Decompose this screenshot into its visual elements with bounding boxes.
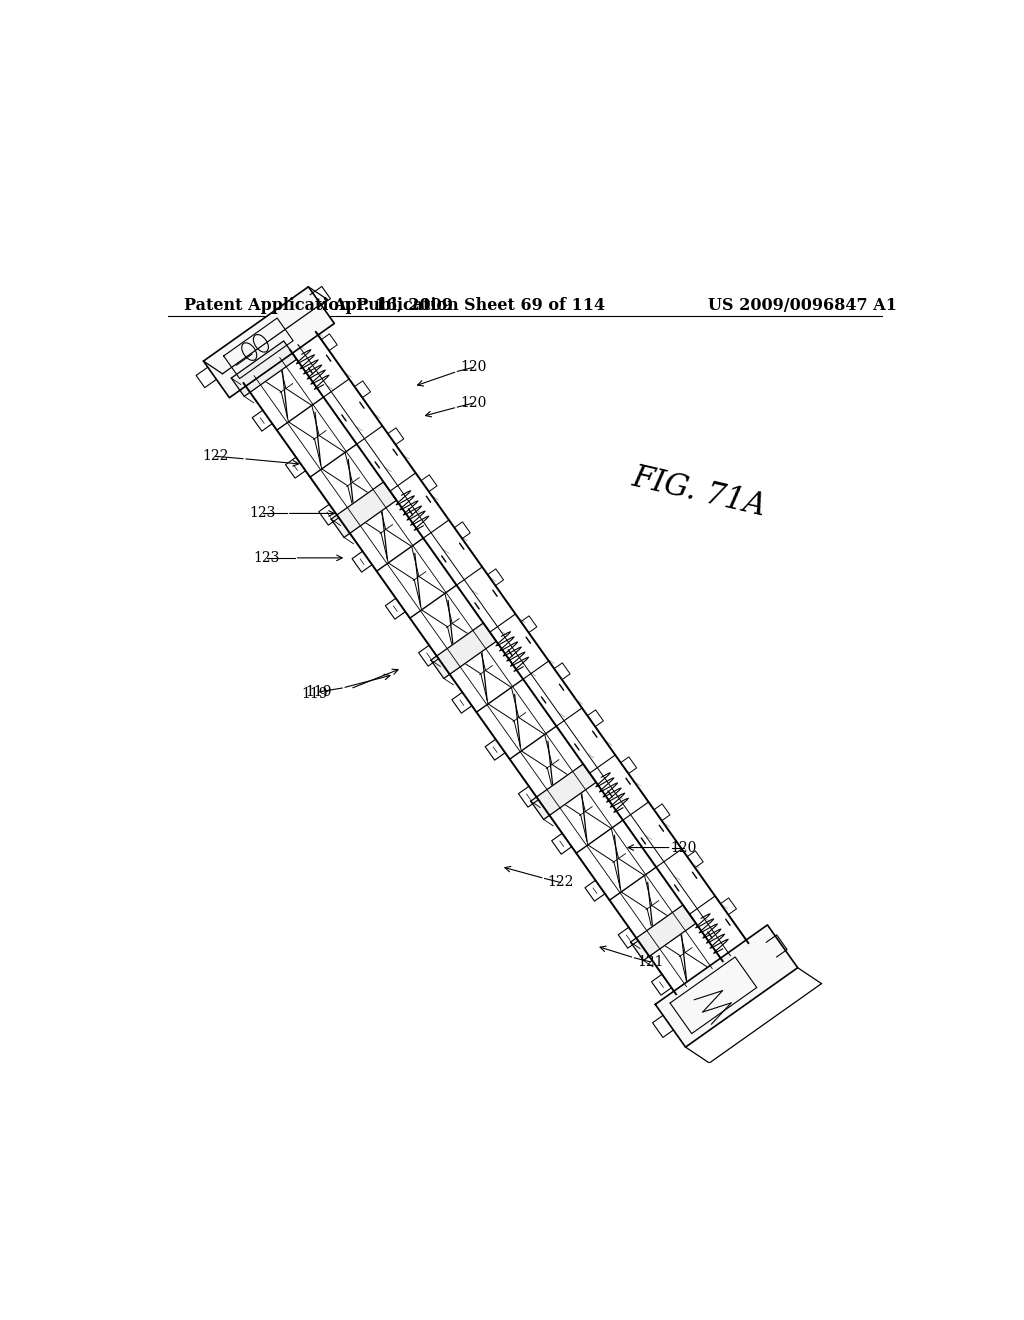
Text: Patent Application Publication: Patent Application Publication [183,297,459,314]
Polygon shape [431,623,497,678]
Text: Apr. 16, 2009  Sheet 69 of 114: Apr. 16, 2009 Sheet 69 of 114 [333,297,605,314]
Text: 119: 119 [301,688,328,701]
Polygon shape [530,764,596,820]
Text: FIG. 71A: FIG. 71A [630,462,769,523]
Text: 122: 122 [202,449,228,463]
Text: 120: 120 [460,360,486,375]
Text: US 2009/0096847 A1: US 2009/0096847 A1 [708,297,897,314]
Text: 120: 120 [671,841,696,854]
Polygon shape [231,341,297,396]
Text: 119: 119 [305,685,332,700]
Polygon shape [631,906,696,961]
Text: 122: 122 [547,875,573,890]
Polygon shape [655,925,798,1047]
Text: 121: 121 [637,954,664,969]
Text: 123: 123 [250,507,276,520]
Text: 120: 120 [460,396,486,411]
Polygon shape [331,482,396,537]
Polygon shape [204,286,335,397]
Text: 123: 123 [254,550,281,565]
